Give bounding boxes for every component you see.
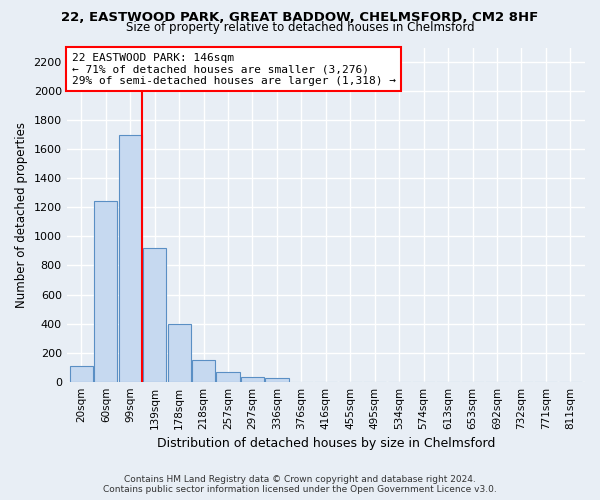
Bar <box>167 324 191 382</box>
Y-axis label: Number of detached properties: Number of detached properties <box>15 122 28 308</box>
Bar <box>265 378 289 382</box>
Bar <box>192 360 215 382</box>
X-axis label: Distribution of detached houses by size in Chelmsford: Distribution of detached houses by size … <box>157 437 495 450</box>
Bar <box>70 366 93 382</box>
Text: 22 EASTWOOD PARK: 146sqm
← 71% of detached houses are smaller (3,276)
29% of sem: 22 EASTWOOD PARK: 146sqm ← 71% of detach… <box>72 52 396 86</box>
Bar <box>94 201 118 382</box>
Bar <box>119 134 142 382</box>
Bar <box>217 372 239 382</box>
Bar <box>143 248 166 382</box>
Text: Contains HM Land Registry data © Crown copyright and database right 2024.
Contai: Contains HM Land Registry data © Crown c… <box>103 474 497 494</box>
Bar <box>241 376 264 382</box>
Text: 22, EASTWOOD PARK, GREAT BADDOW, CHELMSFORD, CM2 8HF: 22, EASTWOOD PARK, GREAT BADDOW, CHELMSF… <box>61 11 539 24</box>
Text: Size of property relative to detached houses in Chelmsford: Size of property relative to detached ho… <box>125 21 475 34</box>
